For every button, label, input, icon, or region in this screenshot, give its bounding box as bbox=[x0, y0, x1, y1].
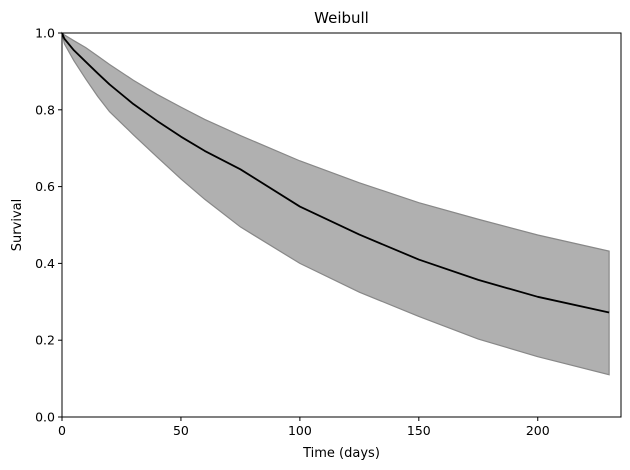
survival-line-layer bbox=[61, 32, 610, 314]
x-tick-label: 150 bbox=[407, 423, 431, 438]
y-tick-label: 0.2 bbox=[35, 333, 55, 348]
ticks-layer: 0 50 100 150 200 0.0 0.2 0.4 0.6 0.8 1.0 bbox=[35, 26, 550, 439]
confidence-band-layer bbox=[61, 31, 610, 376]
x-tick-label: 0 bbox=[58, 423, 66, 438]
y-tick-label: 0.0 bbox=[35, 410, 55, 425]
x-tick-label: 200 bbox=[526, 423, 550, 438]
y-tick-label: 0.8 bbox=[35, 102, 55, 117]
y-tick-label: 0.4 bbox=[35, 256, 55, 271]
x-axis-label: Time (days) bbox=[302, 446, 380, 461]
y-axis-label: Survival bbox=[10, 199, 25, 251]
chart-title: Weibull bbox=[314, 9, 369, 27]
plot-frame bbox=[61, 32, 622, 418]
axes-layer bbox=[61, 32, 622, 418]
confidence-band bbox=[61, 31, 610, 376]
survival-line-0 bbox=[61, 32, 610, 314]
x-tick-label: 50 bbox=[173, 423, 189, 438]
y-tick-label: 1.0 bbox=[35, 26, 55, 41]
x-tick-label: 100 bbox=[288, 423, 312, 438]
y-tick-label: 0.6 bbox=[35, 179, 55, 194]
